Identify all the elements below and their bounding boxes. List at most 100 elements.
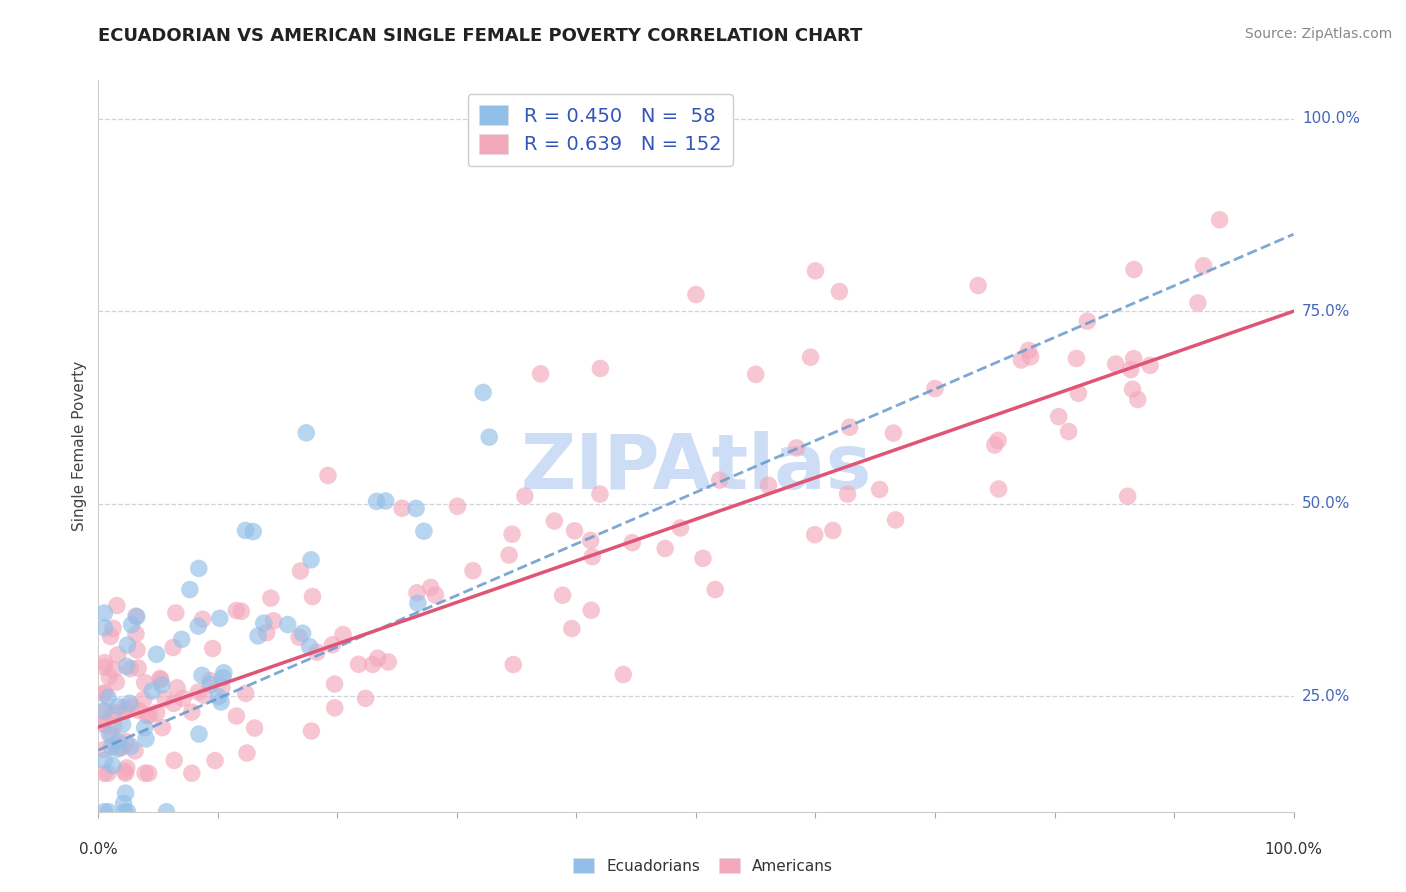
Point [125, 643, 148, 657]
Point [141, 684, 163, 698]
Point [93, 718, 115, 732]
Point [107, 699, 129, 714]
Point [502, 657, 524, 672]
Point [172, 691, 194, 706]
Point [132, 692, 155, 706]
Point [581, 549, 603, 564]
Point [277, 617, 299, 632]
Point [1105, 357, 1128, 371]
Point [869, 483, 891, 497]
Point [107, 734, 129, 748]
Point [125, 627, 148, 641]
Point [207, 690, 229, 704]
Point [180, 705, 202, 719]
Point [134, 721, 156, 735]
Point [1067, 386, 1090, 401]
Legend: R = 0.450   N =  58, R = 0.639   N = 152: R = 0.450 N = 58, R = 0.639 N = 152 [468, 94, 733, 166]
Point [543, 514, 565, 528]
Point [406, 586, 429, 600]
Point [1076, 314, 1098, 328]
Point [821, 524, 844, 538]
Point [366, 494, 388, 508]
Point [188, 727, 211, 741]
Point [198, 673, 221, 688]
Point [114, 704, 136, 718]
Point [243, 721, 266, 735]
Point [1010, 353, 1032, 368]
Point [107, 742, 129, 756]
Point [612, 667, 634, 681]
Y-axis label: Single Female Poverty: Single Female Poverty [72, 361, 87, 531]
Point [247, 629, 270, 643]
Point [1192, 259, 1215, 273]
Point [984, 438, 1007, 452]
Point [134, 766, 156, 780]
Point [332, 627, 354, 641]
Point [530, 367, 553, 381]
Point [884, 513, 907, 527]
Point [93, 805, 115, 819]
Point [134, 675, 156, 690]
Point [1019, 350, 1042, 364]
Point [828, 285, 851, 299]
Point [149, 672, 172, 686]
Point [288, 630, 311, 644]
Point [621, 535, 644, 549]
Point [374, 494, 396, 508]
Point [120, 662, 142, 676]
Point [155, 805, 177, 819]
Point [118, 696, 141, 710]
Text: 0.0%: 0.0% [79, 842, 118, 857]
Point [513, 489, 536, 503]
Text: ECUADORIAN VS AMERICAN SINGLE FEMALE POVERTY CORRELATION CHART: ECUADORIAN VS AMERICAN SINGLE FEMALE POV… [98, 27, 863, 45]
Point [323, 677, 346, 691]
Point [589, 361, 612, 376]
Point [114, 805, 136, 819]
Point [93, 656, 115, 670]
Point [501, 527, 523, 541]
Point [120, 739, 142, 754]
Point [93, 606, 115, 620]
Point [117, 638, 139, 652]
Point [564, 524, 586, 538]
Point [105, 675, 128, 690]
Point [1126, 392, 1149, 407]
Point [446, 500, 468, 514]
Point [290, 564, 312, 578]
Point [97, 805, 120, 819]
Point [804, 264, 827, 278]
Point [967, 278, 990, 293]
Point [124, 744, 146, 758]
Point [101, 758, 124, 772]
Point [115, 734, 138, 748]
Point [1066, 351, 1088, 366]
Point [98, 727, 121, 741]
Point [93, 704, 115, 718]
Point [149, 673, 172, 687]
Text: Source: ZipAtlas.com: Source: ZipAtlas.com [1244, 27, 1392, 41]
Point [179, 582, 201, 597]
Point [256, 625, 278, 640]
Point [1116, 489, 1139, 503]
Point [799, 350, 821, 364]
Point [115, 659, 138, 673]
Point [987, 434, 1010, 448]
Point [406, 596, 429, 610]
Point [419, 581, 441, 595]
Point [93, 621, 115, 635]
Point [204, 754, 226, 768]
Point [93, 742, 115, 756]
Point [291, 626, 314, 640]
Point [709, 473, 731, 487]
Point [461, 564, 484, 578]
Point [114, 700, 136, 714]
Point [361, 657, 384, 672]
Point [1139, 359, 1161, 373]
Point [110, 740, 132, 755]
Point [299, 553, 322, 567]
Point [669, 521, 692, 535]
Point [111, 717, 134, 731]
Point [93, 687, 115, 701]
Point [367, 651, 389, 665]
Point [208, 611, 231, 625]
